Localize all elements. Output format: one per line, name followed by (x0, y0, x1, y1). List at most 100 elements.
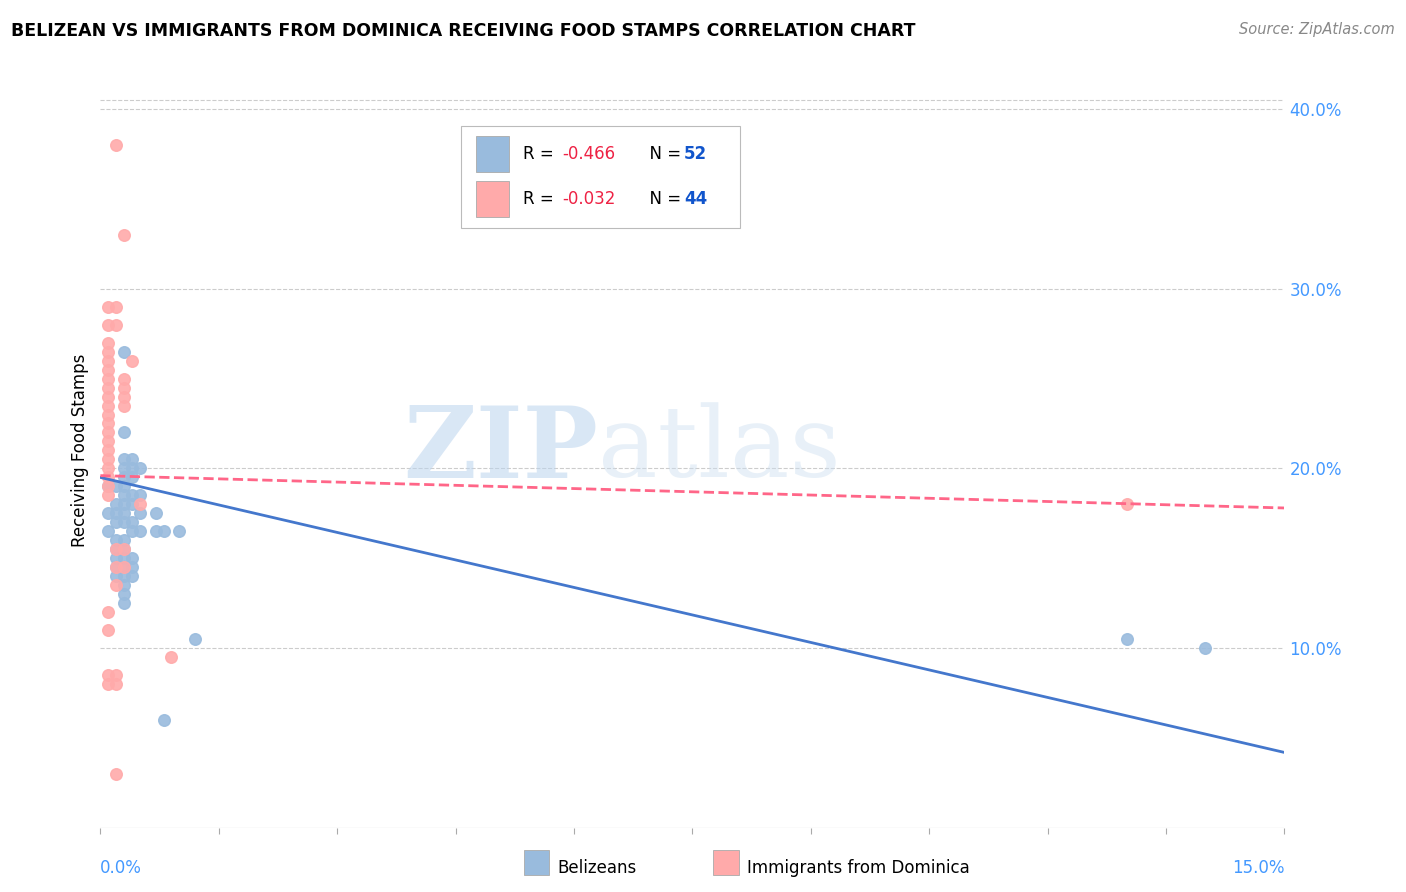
Point (112, 371, 135, 385)
Text: Immigrants from Dominica: Immigrants from Dominica (747, 859, 970, 877)
Point (97, 479, 120, 493)
Point (1115, 497, 1137, 511)
Point (121, 569, 143, 583)
Point (97, 371, 120, 385)
Point (112, 488, 135, 502)
Point (112, 542, 135, 557)
Point (105, 516, 128, 530)
Point (97, 408, 120, 422)
Point (105, 533, 128, 548)
Point (128, 524, 150, 539)
Point (112, 569, 135, 583)
Point (97, 479, 120, 493)
Text: N =: N = (640, 145, 686, 163)
Point (121, 524, 143, 539)
Point (97, 434, 120, 449)
Point (112, 461, 135, 475)
Point (121, 551, 143, 566)
Point (105, 668, 128, 682)
Point (112, 551, 135, 566)
Point (112, 344, 135, 359)
Point (121, 470, 143, 484)
Text: Source: ZipAtlas.com: Source: ZipAtlas.com (1239, 22, 1395, 37)
Point (112, 507, 135, 521)
Point (128, 507, 150, 521)
Point (97, 668, 120, 682)
Point (152, 524, 174, 539)
Point (112, 390, 135, 404)
Text: ZIP: ZIP (402, 402, 598, 499)
Point (128, 488, 150, 502)
Point (112, 533, 135, 548)
Point (105, 497, 128, 511)
Point (105, 560, 128, 574)
FancyBboxPatch shape (461, 126, 740, 227)
Point (105, 542, 128, 557)
Text: atlas: atlas (598, 402, 841, 499)
Y-axis label: Receiving Food Stamps: Receiving Food Stamps (72, 354, 89, 547)
Text: 44: 44 (685, 190, 707, 208)
Point (97, 362, 120, 376)
Point (112, 227, 135, 242)
Point (184, 632, 207, 647)
Point (1115, 632, 1137, 647)
Point (112, 560, 135, 574)
Point (121, 488, 143, 502)
Point (121, 497, 143, 511)
Text: 52: 52 (685, 145, 707, 163)
Point (121, 353, 143, 368)
Point (105, 560, 128, 574)
Point (97, 624, 120, 638)
Text: BELIZEAN VS IMMIGRANTS FROM DOMINICA RECEIVING FOOD STAMPS CORRELATION CHART: BELIZEAN VS IMMIGRANTS FROM DOMINICA REC… (11, 22, 915, 40)
Point (97, 443, 120, 458)
Point (97, 353, 120, 368)
Point (112, 542, 135, 557)
Point (121, 516, 143, 530)
Text: R =: R = (523, 145, 560, 163)
Text: -0.032: -0.032 (562, 190, 616, 208)
Point (105, 767, 128, 781)
Point (121, 452, 143, 467)
Point (105, 479, 128, 493)
Point (145, 524, 167, 539)
Point (128, 497, 150, 511)
Point (97, 507, 120, 521)
Point (97, 524, 120, 539)
Point (112, 516, 135, 530)
Point (105, 677, 128, 691)
Point (112, 399, 135, 413)
Point (145, 507, 167, 521)
Point (97, 425, 120, 440)
Text: 0.0%: 0.0% (100, 859, 142, 877)
Point (105, 318, 128, 332)
Point (112, 452, 135, 467)
Point (112, 578, 135, 592)
Point (97, 318, 120, 332)
Point (105, 578, 128, 592)
Point (112, 425, 135, 440)
Point (97, 300, 120, 314)
Point (97, 470, 120, 484)
Point (112, 587, 135, 601)
Point (105, 137, 128, 152)
Point (105, 300, 128, 314)
Bar (475, 181, 509, 218)
Point (97, 605, 120, 619)
Point (105, 569, 128, 583)
Point (105, 551, 128, 566)
Text: -0.466: -0.466 (562, 145, 616, 163)
Text: Belizeans: Belizeans (557, 859, 637, 877)
Point (169, 524, 191, 539)
Point (97, 344, 120, 359)
Point (152, 713, 174, 727)
Point (97, 461, 120, 475)
Point (128, 461, 150, 475)
Point (97, 417, 120, 431)
Point (97, 335, 120, 350)
Bar (475, 136, 509, 172)
Point (121, 560, 143, 574)
Point (97, 452, 120, 467)
Point (105, 542, 128, 557)
Text: N =: N = (640, 190, 686, 208)
Point (1194, 641, 1216, 656)
